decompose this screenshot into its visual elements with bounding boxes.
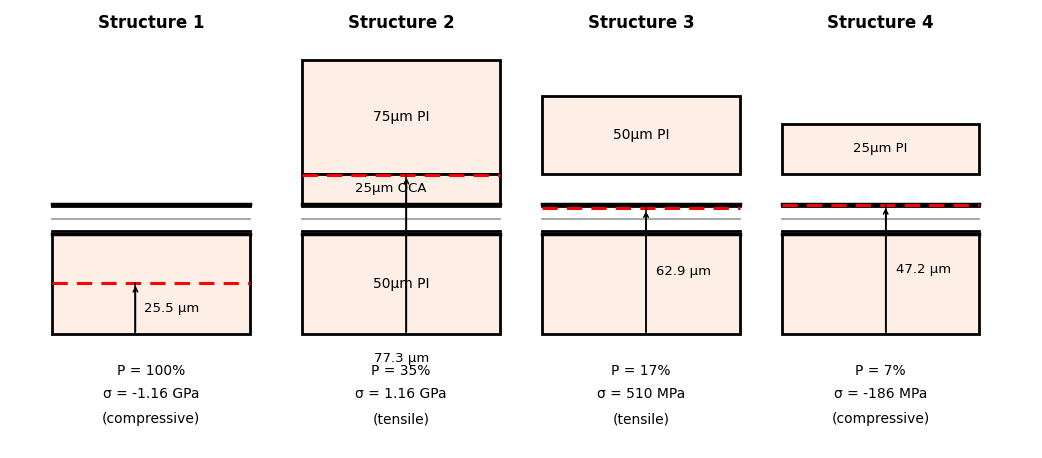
Text: (compressive): (compressive) bbox=[832, 412, 929, 426]
Text: P = 35%: P = 35% bbox=[372, 364, 430, 378]
Text: 50µm PI: 50µm PI bbox=[373, 277, 429, 291]
Text: Structure 1: Structure 1 bbox=[98, 14, 204, 32]
Text: P = 17%: P = 17% bbox=[611, 364, 671, 378]
Bar bbox=[302, 174, 500, 204]
Bar bbox=[542, 96, 740, 174]
Text: 50µm PI: 50µm PI bbox=[613, 128, 669, 142]
Text: Structure 3: Structure 3 bbox=[588, 14, 694, 32]
Text: 62.9 µm: 62.9 µm bbox=[656, 265, 712, 278]
Text: σ = 510 MPa: σ = 510 MPa bbox=[597, 387, 685, 401]
Text: σ = -186 MPa: σ = -186 MPa bbox=[834, 387, 927, 401]
Text: (tensile): (tensile) bbox=[373, 412, 429, 426]
Text: Structure 2: Structure 2 bbox=[348, 14, 454, 32]
Text: P = 100%: P = 100% bbox=[117, 364, 185, 378]
Text: P = 7%: P = 7% bbox=[855, 364, 905, 378]
Bar bbox=[782, 234, 979, 334]
Bar bbox=[542, 234, 740, 334]
Text: σ = -1.16 GPa: σ = -1.16 GPa bbox=[103, 387, 199, 401]
Bar bbox=[782, 124, 979, 174]
Bar bbox=[302, 234, 500, 334]
Text: (tensile): (tensile) bbox=[613, 412, 669, 426]
Bar bbox=[52, 234, 250, 334]
Text: 25µm OCA: 25µm OCA bbox=[355, 182, 426, 196]
Text: 25µm PI: 25µm PI bbox=[853, 142, 908, 155]
Bar bbox=[302, 60, 500, 174]
Text: 25.5 µm: 25.5 µm bbox=[144, 302, 199, 315]
Text: σ = 1.16 GPa: σ = 1.16 GPa bbox=[355, 387, 447, 401]
Text: 75µm PI: 75µm PI bbox=[373, 110, 429, 124]
Text: 47.2 µm: 47.2 µm bbox=[896, 263, 951, 276]
Text: Structure 4: Structure 4 bbox=[827, 14, 934, 32]
Text: (compressive): (compressive) bbox=[102, 412, 200, 426]
Text: 77.3 µm: 77.3 µm bbox=[373, 352, 429, 365]
